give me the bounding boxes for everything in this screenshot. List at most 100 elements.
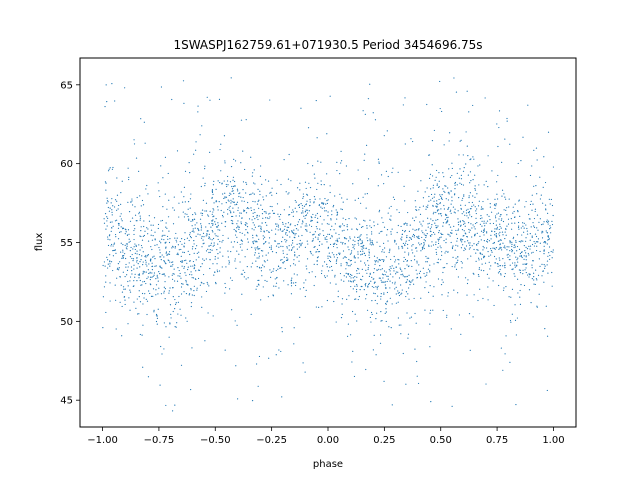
data-point: [130, 246, 132, 249]
data-point: [218, 201, 220, 203]
data-point: [447, 251, 449, 253]
data-point: [386, 275, 388, 277]
data-point: [467, 258, 469, 260]
data-point: [367, 268, 369, 271]
data-point: [333, 243, 335, 246]
data-point: [296, 274, 298, 276]
data-point: [110, 202, 112, 204]
data-point: [378, 232, 380, 234]
data-point: [394, 241, 396, 243]
data-point: [158, 246, 160, 249]
data-point: [454, 184, 456, 186]
data-point: [312, 213, 314, 216]
data-point: [427, 223, 429, 225]
data-point: [126, 274, 128, 276]
data-point: [432, 231, 435, 234]
data-point: [367, 285, 369, 287]
data-point: [192, 213, 194, 216]
data-point: [105, 84, 107, 86]
data-point: [329, 229, 332, 231]
data-point: [132, 260, 134, 262]
data-point: [440, 215, 443, 217]
data-point: [255, 241, 257, 243]
data-point: [293, 343, 295, 345]
data-point: [312, 234, 314, 236]
data-point: [106, 101, 108, 103]
data-point: [357, 298, 359, 301]
data-point: [360, 226, 363, 228]
data-point: [387, 278, 389, 280]
data-point: [349, 275, 351, 277]
data-point: [326, 238, 328, 241]
data-point: [466, 294, 468, 296]
data-point: [295, 233, 297, 235]
data-point: [451, 167, 453, 170]
data-point: [503, 275, 506, 278]
data-point: [498, 126, 500, 129]
data-point: [471, 227, 473, 229]
data-point: [128, 262, 130, 264]
data-point: [204, 165, 206, 167]
data-point: [120, 192, 122, 194]
data-point: [534, 210, 536, 213]
data-point: [514, 264, 516, 266]
data-point: [426, 274, 428, 276]
data-point: [356, 284, 358, 286]
data-point: [385, 170, 387, 172]
data-point: [377, 185, 379, 187]
data-point: [126, 248, 128, 250]
data-point: [499, 225, 501, 228]
data-point: [428, 222, 430, 224]
data-point: [495, 203, 497, 205]
data-point: [153, 309, 155, 311]
data-point: [265, 179, 267, 181]
data-point: [190, 265, 192, 267]
data-point: [299, 239, 301, 242]
data-point: [166, 235, 169, 238]
data-point: [483, 247, 485, 249]
data-point: [286, 229, 288, 231]
data-point: [139, 235, 141, 237]
data-point: [269, 192, 271, 194]
data-point: [224, 197, 226, 199]
data-point: [284, 267, 286, 270]
data-point: [285, 231, 287, 234]
data-point: [139, 215, 141, 217]
data-point: [338, 225, 340, 227]
data-point: [380, 231, 382, 233]
data-point: [329, 191, 331, 194]
data-point: [167, 238, 169, 240]
data-point: [347, 274, 349, 276]
data-point: [467, 222, 470, 224]
data-point: [276, 223, 278, 225]
data-point: [263, 260, 265, 262]
data-point: [219, 251, 221, 253]
data-point: [329, 185, 331, 187]
data-point: [224, 192, 226, 194]
data-point: [518, 200, 520, 202]
data-point: [247, 241, 249, 243]
data-point: [547, 239, 549, 241]
data-point: [420, 243, 422, 245]
data-point: [414, 200, 416, 202]
data-point: [290, 180, 292, 182]
data-point: [135, 245, 137, 247]
data-point: [543, 241, 545, 244]
data-point: [199, 284, 201, 286]
data-point: [172, 296, 174, 298]
data-point: [275, 282, 278, 284]
data-point: [547, 223, 549, 225]
data-point: [279, 218, 281, 220]
data-point: [351, 228, 353, 230]
data-point: [190, 388, 192, 391]
data-point: [155, 278, 157, 280]
data-point: [330, 265, 333, 268]
data-point: [111, 243, 113, 246]
data-point: [102, 264, 104, 267]
data-point: [525, 271, 527, 274]
data-point: [207, 283, 209, 285]
data-point: [468, 111, 470, 113]
data-point: [169, 323, 171, 325]
data-point: [371, 231, 373, 233]
data-point: [474, 189, 477, 191]
